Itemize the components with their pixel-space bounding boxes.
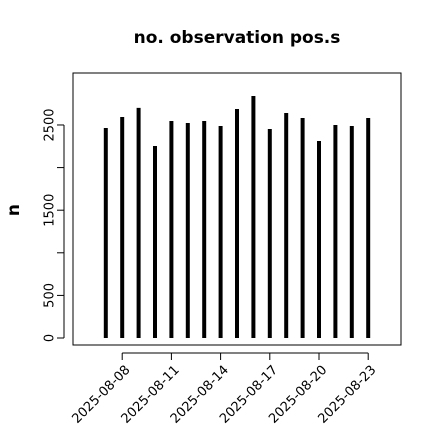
plot-box (72, 72, 402, 346)
y-tick-label: 0 (43, 334, 58, 342)
y-axis-label: n (4, 204, 24, 216)
y-tick-label: 500 (43, 283, 58, 308)
chart-title: no. observation pos.s (134, 28, 341, 48)
y-tick-label: 1500 (43, 194, 58, 227)
y-tick-label: 2500 (43, 108, 58, 141)
